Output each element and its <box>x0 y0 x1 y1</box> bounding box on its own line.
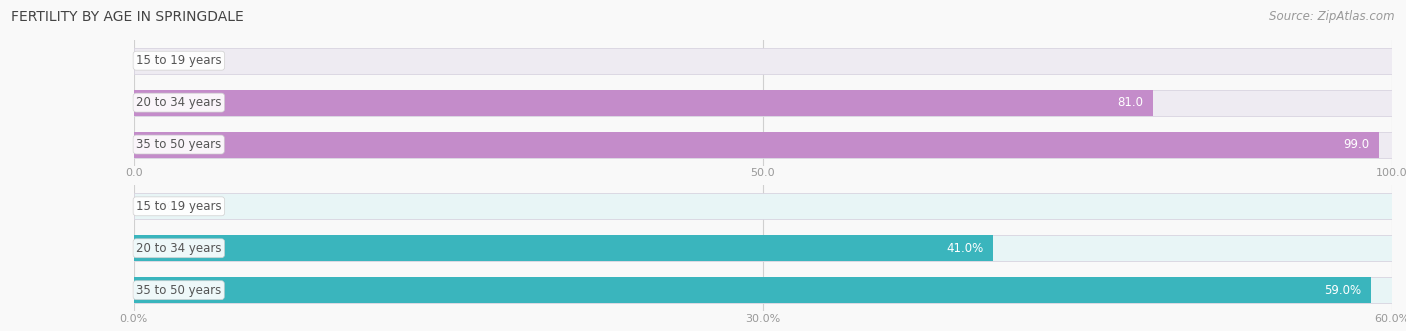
Text: 99.0: 99.0 <box>1343 138 1369 151</box>
Text: 35 to 50 years: 35 to 50 years <box>136 138 221 151</box>
Bar <box>134 131 1379 158</box>
Text: 41.0%: 41.0% <box>946 242 983 255</box>
Text: FERTILITY BY AGE IN SPRINGDALE: FERTILITY BY AGE IN SPRINGDALE <box>11 10 245 24</box>
Text: 35 to 50 years: 35 to 50 years <box>136 284 221 297</box>
Bar <box>134 90 1153 116</box>
Bar <box>134 277 1392 303</box>
Text: 81.0: 81.0 <box>1116 96 1143 109</box>
Bar <box>134 48 1392 74</box>
Bar <box>134 235 1392 261</box>
Text: Source: ZipAtlas.com: Source: ZipAtlas.com <box>1270 10 1395 23</box>
Bar <box>134 131 1392 158</box>
Bar <box>134 193 1392 219</box>
Text: 0.0: 0.0 <box>143 54 162 67</box>
Text: 15 to 19 years: 15 to 19 years <box>136 54 222 67</box>
Text: 20 to 34 years: 20 to 34 years <box>136 242 222 255</box>
Bar <box>134 90 1392 116</box>
Bar <box>134 277 1371 303</box>
Text: 59.0%: 59.0% <box>1324 284 1361 297</box>
Bar <box>134 235 994 261</box>
Text: 20 to 34 years: 20 to 34 years <box>136 96 222 109</box>
Text: 15 to 19 years: 15 to 19 years <box>136 200 222 213</box>
Text: 0.0%: 0.0% <box>143 200 173 213</box>
